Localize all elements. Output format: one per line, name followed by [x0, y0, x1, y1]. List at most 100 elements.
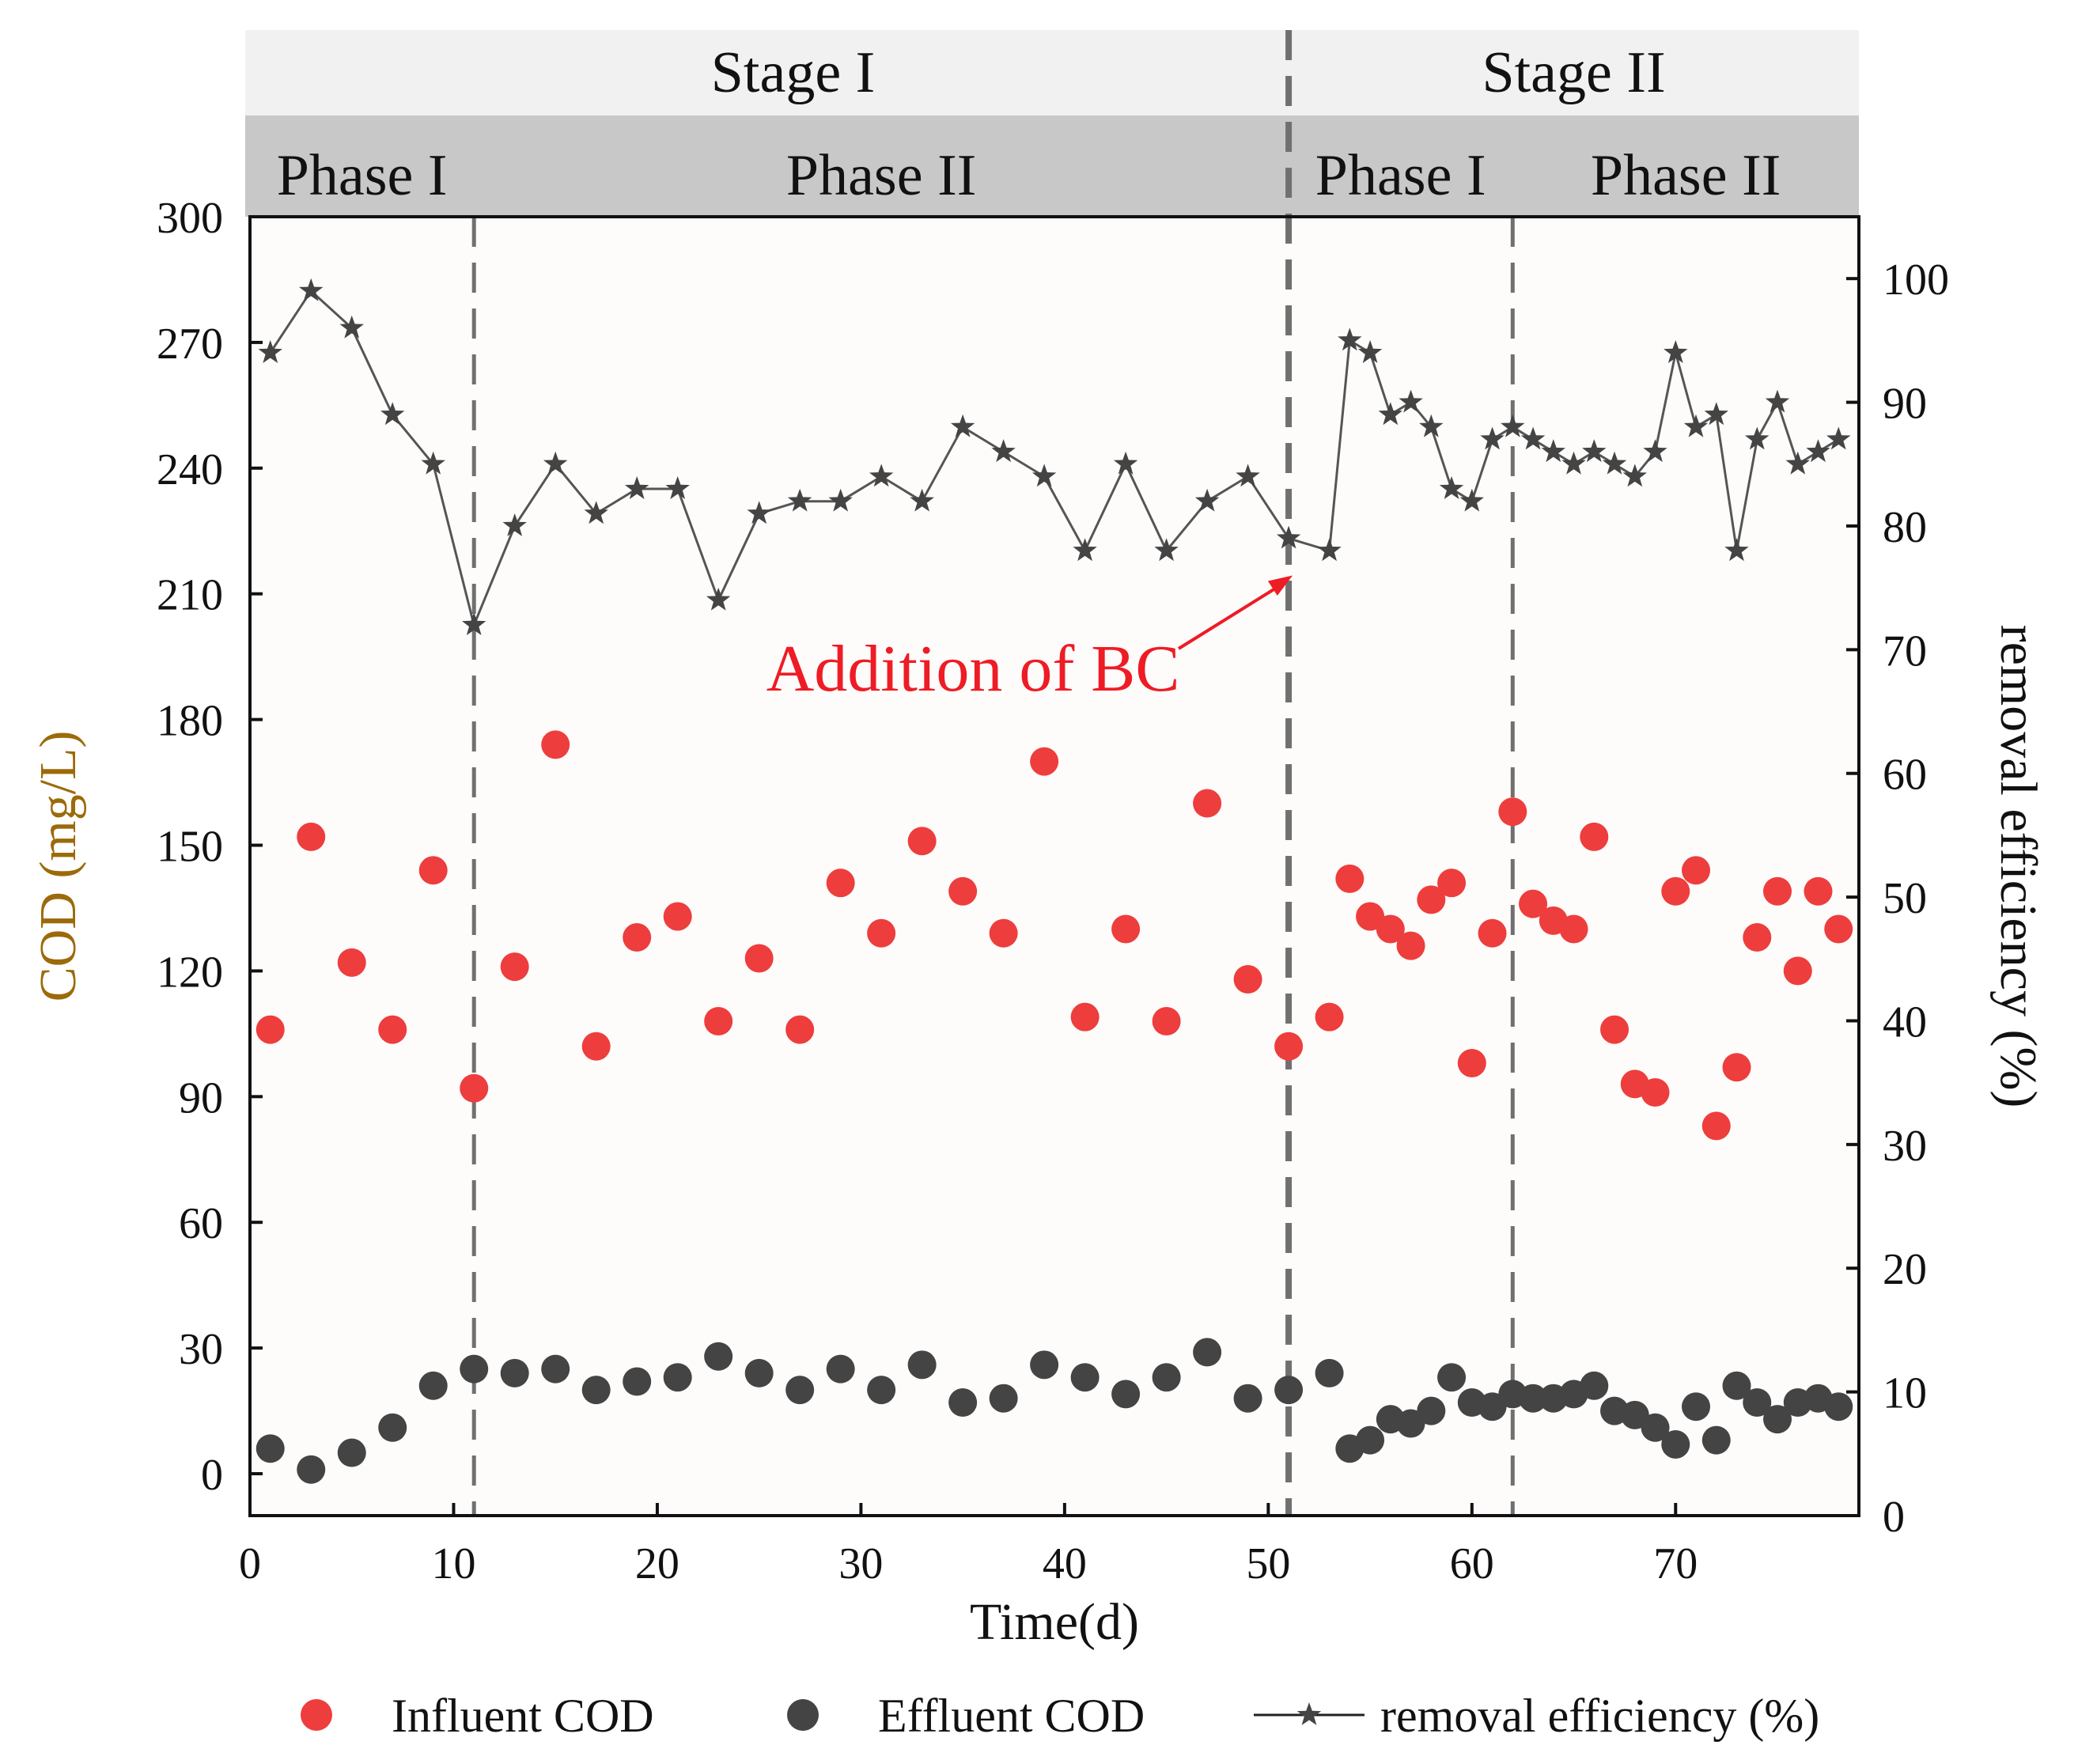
effluent-cod-series: [255, 1338, 1853, 1484]
effluent-cod-point: [1417, 1396, 1446, 1425]
influent-cod-point: [1519, 889, 1548, 918]
x-tick-label: 40: [1043, 1539, 1087, 1588]
removal-efficiency-point: [1501, 414, 1525, 437]
y2-tick-label: 80: [1883, 503, 1927, 552]
x-axis-title: Time(d): [970, 1593, 1139, 1651]
influent-cod-point: [1682, 856, 1711, 885]
removal-efficiency-point: [543, 451, 568, 475]
y-tick-label: 210: [157, 571, 223, 620]
influent-cod-point: [1824, 914, 1853, 944]
influent-cod-point: [255, 1015, 285, 1044]
x-tick-label: 70: [1653, 1539, 1698, 1588]
stage-label: Stage I: [711, 40, 876, 105]
removal-efficiency-point: [1520, 426, 1546, 450]
effluent-cod-point: [1152, 1363, 1181, 1392]
plot-area: [250, 217, 1859, 1516]
effluent-cod-point: [1763, 1405, 1792, 1434]
removal-efficiency-point: [502, 513, 527, 536]
annotation-arrow: [1177, 585, 1280, 650]
influent-cod-point: [1111, 914, 1141, 944]
effluent-cod-point: [1437, 1363, 1467, 1392]
removal-efficiency-point: [1378, 402, 1402, 426]
effluent-cod-point: [744, 1358, 774, 1387]
y2-tick-label: 30: [1883, 1122, 1927, 1171]
effluent-cod-point: [1661, 1429, 1690, 1459]
effluent-cod-point: [1701, 1425, 1731, 1455]
removal-efficiency-point: [258, 340, 282, 363]
influent-cod-point: [1396, 931, 1425, 960]
x-tick-label: 50: [1246, 1539, 1290, 1588]
y-tick-label: 30: [179, 1325, 223, 1374]
influent-cod-point: [1193, 789, 1222, 818]
removal-efficiency-point: [787, 488, 812, 512]
x-tick-label: 10: [431, 1539, 475, 1588]
removal-efficiency-point: [1785, 451, 1810, 475]
effluent-cod-point: [418, 1371, 448, 1400]
phase-label: Phase II: [786, 143, 976, 208]
y-tick-label: 0: [201, 1451, 223, 1500]
influent-cod-point: [1315, 1002, 1344, 1032]
removal-efficiency-point: [1765, 389, 1790, 413]
effluent-cod-point: [1478, 1392, 1507, 1421]
influent-cod-point: [541, 730, 570, 759]
effluent-cod-point: [378, 1413, 407, 1442]
influent-cod-point: [1437, 869, 1467, 898]
effluent-cod-point: [1070, 1363, 1100, 1392]
removal-efficiency-point: [299, 278, 324, 301]
removal-efficiency-point: [1541, 439, 1565, 463]
influent-cod-point: [623, 923, 652, 952]
effluent-cod-point: [500, 1358, 529, 1387]
y2-tick-label: 50: [1883, 874, 1927, 923]
removal-efficiency-point: [1664, 340, 1688, 363]
removal-efficiency-point: [1602, 451, 1627, 475]
effluent-cod-point: [1193, 1338, 1222, 1367]
y-tick-label: 180: [157, 697, 223, 746]
phase-label: Phase II: [1591, 143, 1781, 208]
removal-efficiency-point: [910, 488, 934, 512]
effluent-cod-point: [255, 1434, 285, 1463]
removal-efficiency-point: [1745, 426, 1770, 450]
y-tick-label: 150: [157, 823, 223, 872]
influent-cod-point: [297, 822, 326, 851]
phase-dividers: [471, 30, 1515, 1516]
removal-efficiency-point: [1622, 464, 1647, 487]
influent-cod-point: [460, 1073, 489, 1103]
stage-band: [245, 30, 1859, 115]
removal-efficiency-point: [1582, 439, 1607, 463]
removal-efficiency-point: [1317, 538, 1342, 562]
removal-efficiency-point: [1806, 439, 1830, 463]
effluent-cod-point: [989, 1384, 1018, 1413]
removal-efficiency-point: [991, 439, 1016, 463]
y2-tick-label: 60: [1883, 751, 1927, 800]
influent-cod-point: [785, 1015, 815, 1044]
removal-efficiency-point: [1194, 488, 1220, 512]
y-tick-label: 120: [157, 948, 223, 997]
stage-label: Stage II: [1482, 40, 1665, 105]
legend-efficiency-marker: [1296, 1702, 1322, 1725]
removal-efficiency-point: [421, 451, 445, 475]
removal-efficiency-polyline: [269, 289, 1840, 629]
y2-tick-label: 20: [1883, 1245, 1927, 1294]
influent-cod-point: [1030, 747, 1059, 776]
effluent-cod-point: [1315, 1358, 1344, 1387]
removal-efficiency-point: [706, 587, 731, 611]
influent-cod-point: [744, 944, 774, 973]
y-tick-label: 240: [157, 445, 223, 494]
removal-efficiency-point: [1276, 525, 1301, 549]
effluent-cod-point: [1274, 1376, 1304, 1405]
effluent-cod-point: [1743, 1387, 1772, 1417]
influent-cod-point: [948, 876, 978, 906]
y2-tick-label: 70: [1883, 626, 1927, 676]
removal-efficiency-point: [828, 488, 853, 512]
removal-efficiency-point: [1826, 426, 1851, 450]
influent-cod-point: [1233, 965, 1262, 994]
y2-tick-label: 40: [1883, 997, 1927, 1047]
effluent-cod-point: [1580, 1371, 1609, 1400]
legend-effluent-marker: [787, 1699, 819, 1731]
effluent-cod-point: [337, 1438, 366, 1467]
influent-cod-point: [1722, 1053, 1751, 1082]
phase-label: Phase I: [1315, 143, 1486, 208]
effluent-cod-point: [541, 1354, 570, 1384]
influent-cod-point: [1356, 902, 1385, 931]
